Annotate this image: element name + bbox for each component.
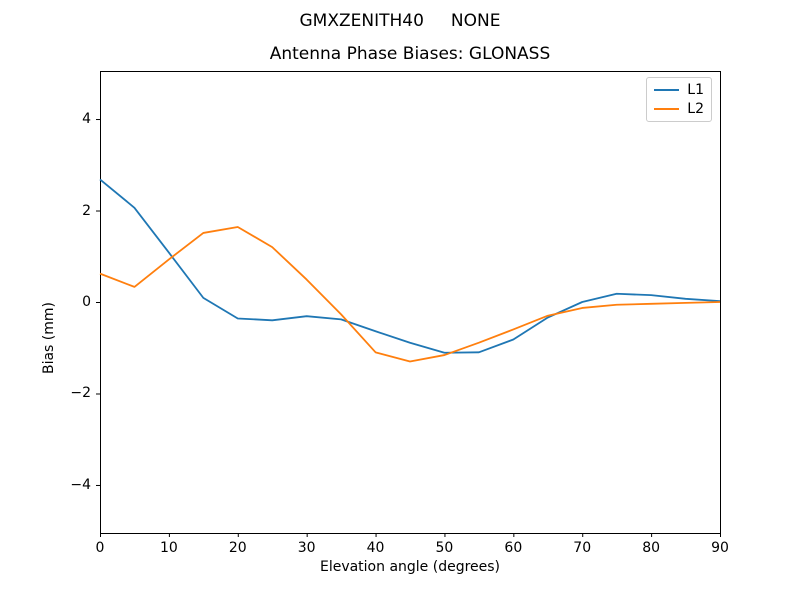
x-tick-label: 30 xyxy=(297,540,316,556)
x-tick-label: 0 xyxy=(95,540,105,556)
y-tick-label: −4 xyxy=(70,476,91,493)
series-line-l1 xyxy=(99,178,721,354)
x-tick-label: 10 xyxy=(159,540,178,556)
y-tick-label: 4 xyxy=(82,111,91,128)
series-line-l2 xyxy=(99,226,721,363)
legend-entry-l2: L2 xyxy=(654,100,704,119)
legend: L1 L2 xyxy=(646,77,712,122)
y-tick-label: −2 xyxy=(70,385,91,402)
legend-entry-l1: L1 xyxy=(654,81,704,100)
x-tick-label: 80 xyxy=(642,540,661,556)
x-tick-label: 90 xyxy=(711,540,729,556)
axes-spines xyxy=(100,71,721,534)
legend-label-l2: L2 xyxy=(687,100,704,117)
x-tick-label: 60 xyxy=(504,540,523,556)
legend-label-l1: L1 xyxy=(687,82,704,99)
l1-line-swatch xyxy=(654,89,680,92)
x-tick-label: 70 xyxy=(573,540,592,556)
y-axis-label-text: Bias (mm) xyxy=(41,302,57,375)
x-tick-label: 40 xyxy=(366,540,385,556)
x-tick-label: 20 xyxy=(228,540,247,556)
l2-line-swatch xyxy=(654,107,680,110)
y-tick-label: 0 xyxy=(82,294,91,310)
x-tick-label: 50 xyxy=(435,540,454,556)
axes-title: Antenna Phase Biases: GLONASS xyxy=(269,44,551,64)
figure-suptitle: GMXZENITH40 NONE xyxy=(299,11,501,31)
y-tick-label: 2 xyxy=(82,202,91,219)
x-axis-label: Elevation angle (degrees) xyxy=(319,559,501,575)
